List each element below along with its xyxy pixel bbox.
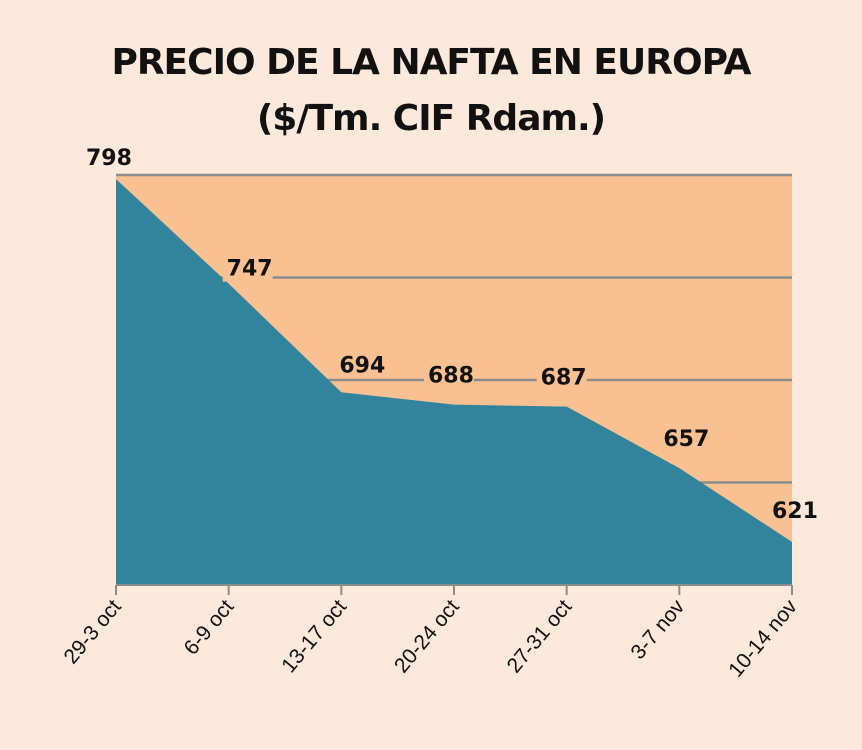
data-label: 687 xyxy=(541,366,587,391)
data-label-bg xyxy=(222,255,273,282)
data-label: 798 xyxy=(86,146,132,171)
x-tick-label: 13-17 oct xyxy=(277,595,351,677)
chart-title: PRECIO DE LA NAFTA EN EUROPA xyxy=(111,42,751,83)
x-tick-label: 27-31 oct xyxy=(503,595,577,677)
data-label-bg xyxy=(536,364,587,391)
chart-subtitle: ($/Tm. CIF Rdam.) xyxy=(256,98,606,139)
data-label: 747 xyxy=(227,257,273,282)
data-labels: 798 747 694 688 687 657 621 xyxy=(86,146,818,524)
x-tick-label: 6-9 oct xyxy=(180,595,239,659)
x-tick-label: 29-3 oct xyxy=(59,595,125,668)
data-label: 621 xyxy=(772,499,818,524)
x-tick-label: 3-7 nov xyxy=(627,595,690,664)
data-label: 657 xyxy=(663,427,709,452)
data-label: 694 xyxy=(339,353,385,378)
data-label-bg xyxy=(659,426,710,453)
area-series xyxy=(116,179,792,585)
x-tick-label: 20-24 oct xyxy=(390,595,464,677)
x-tick-labels: 29-3 oct 6-9 oct 13-17 oct 20-24 oct 27-31 o… xyxy=(59,595,802,682)
data-label-bg xyxy=(335,352,386,379)
x-axis xyxy=(115,584,793,595)
data-label-bg xyxy=(424,362,474,389)
data-label: 688 xyxy=(428,364,474,389)
x-tick-label: 10-14 nov xyxy=(724,595,802,682)
